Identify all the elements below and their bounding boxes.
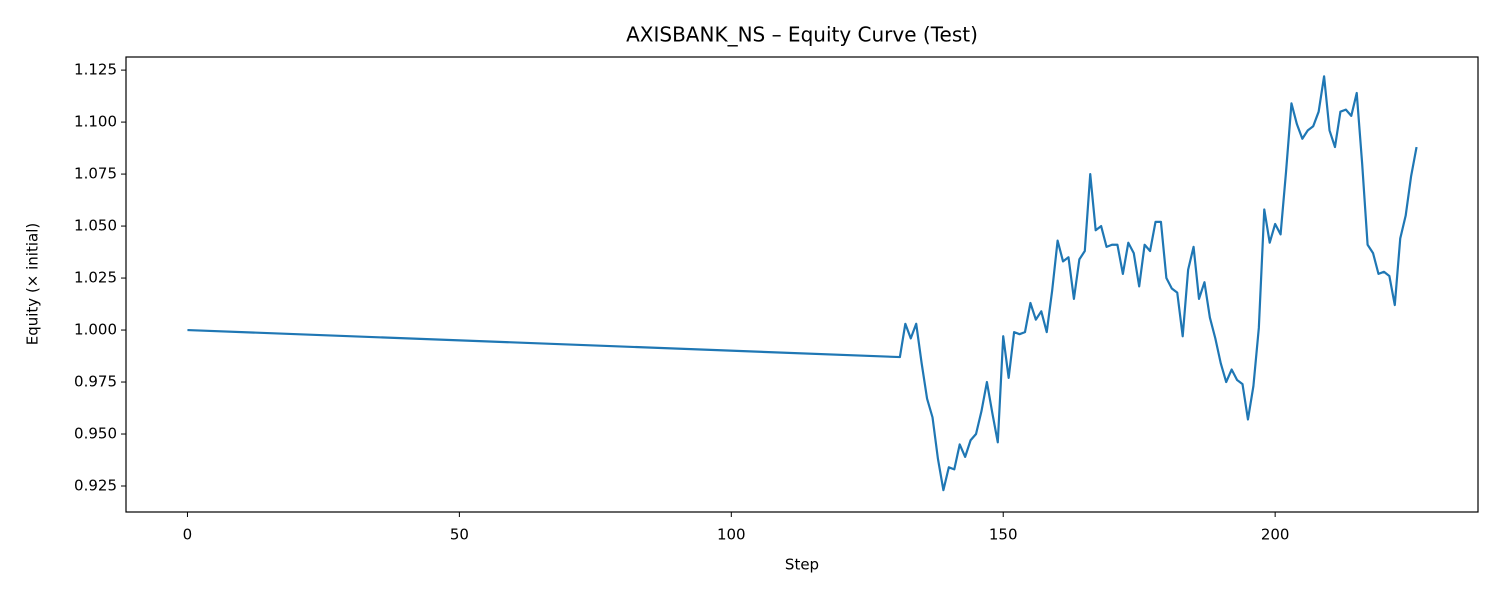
y-tick-label: 0.975 [74, 373, 117, 391]
y-tick-label: 1.125 [74, 61, 117, 79]
y-tick-label: 1.050 [74, 217, 117, 235]
plot-frame [125, 56, 1479, 513]
x-tick-label: 100 [717, 526, 746, 544]
y-tick-label: 1.025 [74, 269, 117, 287]
y-tick-label: 1.075 [74, 165, 117, 183]
y-tick-label: 1.000 [74, 321, 117, 339]
y-tick-label: 1.100 [74, 113, 117, 131]
line-series [187, 75, 1418, 492]
x-tick-label: 0 [183, 526, 193, 544]
chart-title: AXISBANK_NS – Equity Curve (Test) [626, 23, 978, 47]
y-tick-label: 0.925 [74, 477, 117, 495]
x-axis-label: Step [785, 556, 819, 574]
y-tick-label: 0.950 [74, 425, 117, 443]
y-axis-label: Equity (× initial) [24, 223, 42, 346]
x-tick-label: 50 [450, 526, 469, 544]
x-tick-label: 150 [989, 526, 1018, 544]
x-tick-label: 200 [1261, 526, 1290, 544]
